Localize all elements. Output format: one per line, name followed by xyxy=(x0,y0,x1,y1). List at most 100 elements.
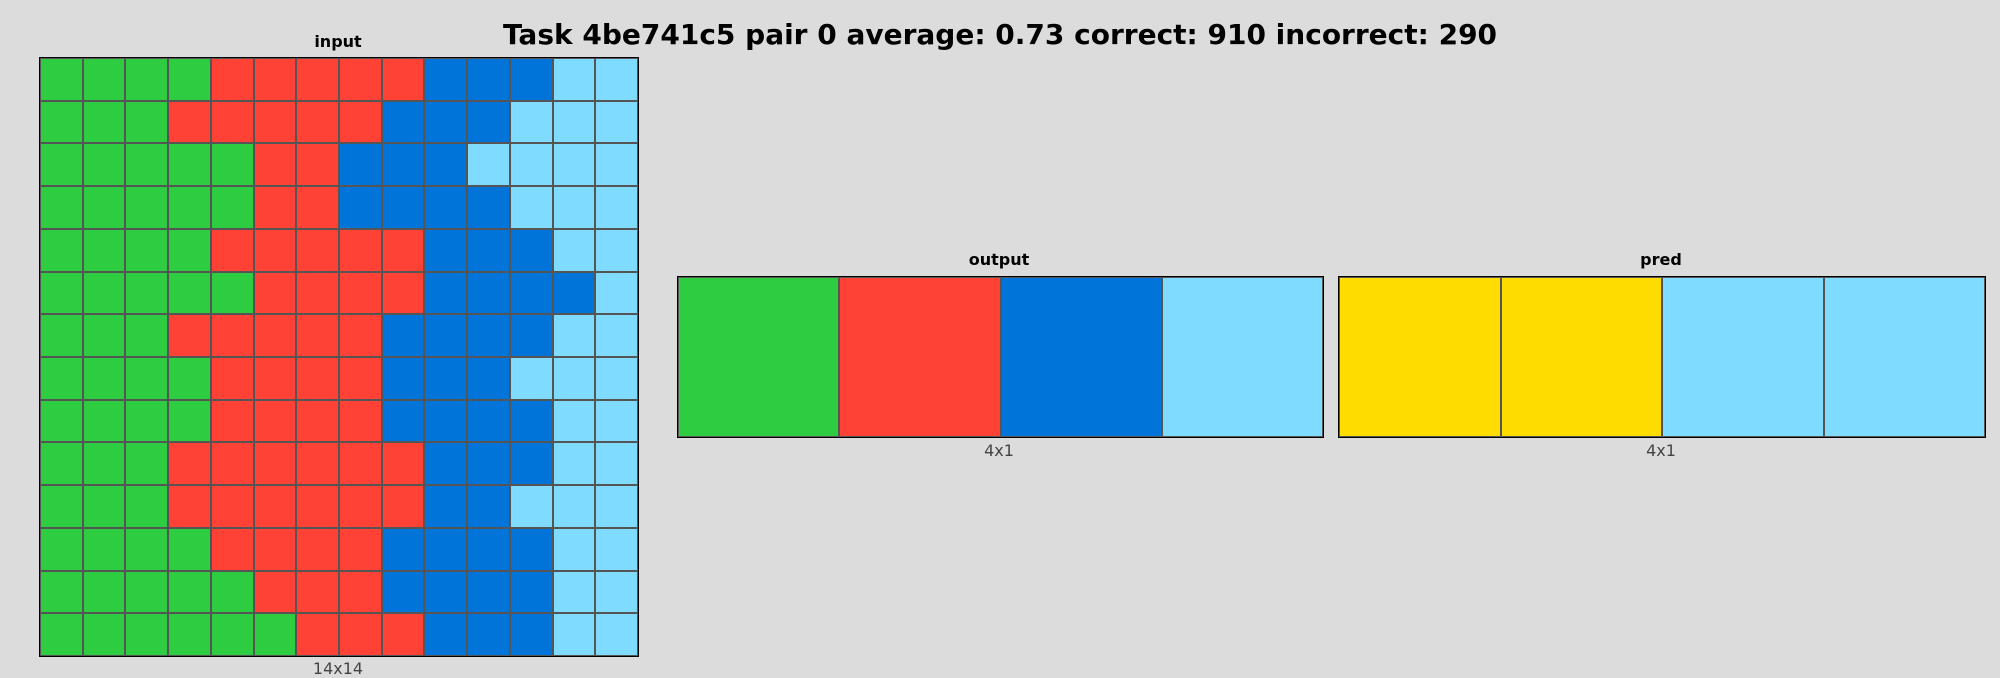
input-cell xyxy=(509,58,553,101)
input-cell xyxy=(253,143,297,187)
input-cell xyxy=(424,228,468,272)
input-cell xyxy=(125,570,169,614)
input-cell xyxy=(296,442,339,486)
input-cell xyxy=(467,58,510,101)
input-cell xyxy=(552,399,596,443)
input-cell xyxy=(339,399,382,443)
input-cell xyxy=(40,570,83,614)
input-cell xyxy=(339,58,382,101)
input-cell xyxy=(339,357,382,400)
input-cell xyxy=(82,613,126,656)
input-cell xyxy=(595,58,638,101)
input-label: input xyxy=(314,32,362,51)
input-cell xyxy=(509,186,553,229)
input-cell xyxy=(82,100,126,144)
pred-cell xyxy=(1823,277,1985,437)
input-cell xyxy=(210,186,254,229)
input-cell xyxy=(552,357,596,400)
input-cell xyxy=(509,613,553,656)
input-cell xyxy=(296,228,339,272)
input-cell xyxy=(552,314,596,357)
input-cell xyxy=(125,357,169,400)
input-cell xyxy=(296,613,339,656)
input-cell xyxy=(168,143,211,187)
input-cell xyxy=(424,143,468,187)
input-cell xyxy=(82,399,126,443)
input-cell xyxy=(424,100,468,144)
input-cell xyxy=(381,314,425,357)
input-cell xyxy=(467,228,510,272)
input-cell xyxy=(509,527,553,571)
input-cell xyxy=(296,527,339,571)
input-cell xyxy=(381,228,425,272)
input-cell xyxy=(595,442,638,486)
input-cell xyxy=(509,228,553,272)
input-cell xyxy=(509,314,553,357)
input-cell xyxy=(339,100,382,144)
input-cell xyxy=(467,527,510,571)
input-cell xyxy=(296,100,339,144)
input-cell xyxy=(82,58,126,101)
input-cell xyxy=(168,399,211,443)
input-cell xyxy=(210,399,254,443)
input-cell xyxy=(381,613,425,656)
input-cell xyxy=(40,314,83,357)
input-cell xyxy=(253,613,297,656)
output-cell xyxy=(1000,277,1162,437)
input-cell xyxy=(467,186,510,229)
input-cell xyxy=(125,186,169,229)
input-cell xyxy=(168,613,211,656)
input-cell xyxy=(339,527,382,571)
input-cell xyxy=(125,100,169,144)
input-cell xyxy=(210,442,254,486)
input-cell xyxy=(253,399,297,443)
input-cell xyxy=(82,442,126,486)
input-cell xyxy=(467,357,510,400)
input-cell xyxy=(253,485,297,528)
input-cell xyxy=(552,228,596,272)
input-cell xyxy=(168,100,211,144)
input-cell xyxy=(509,271,553,315)
input-cell xyxy=(381,271,425,315)
input-cell xyxy=(210,570,254,614)
input-cell xyxy=(82,485,126,528)
input-cell xyxy=(125,143,169,187)
input-cell xyxy=(125,399,169,443)
input-cell xyxy=(40,186,83,229)
input-cell xyxy=(595,527,638,571)
input-cell xyxy=(82,527,126,571)
input-cell xyxy=(253,100,297,144)
output-cell xyxy=(678,277,840,437)
input-cell xyxy=(595,613,638,656)
input-cell xyxy=(296,399,339,443)
input-cell xyxy=(168,442,211,486)
input-cell xyxy=(253,527,297,571)
input-cell xyxy=(339,442,382,486)
input-cell xyxy=(509,442,553,486)
input-cell xyxy=(296,357,339,400)
input-cell xyxy=(253,442,297,486)
input-cell xyxy=(253,314,297,357)
input-cell xyxy=(381,442,425,486)
input-cell xyxy=(339,186,382,229)
input-cell xyxy=(168,186,211,229)
input-cell xyxy=(552,58,596,101)
input-cell xyxy=(552,570,596,614)
pred-cell xyxy=(1662,277,1824,437)
input-cell xyxy=(552,527,596,571)
input-cell xyxy=(552,186,596,229)
input-cell xyxy=(125,485,169,528)
input-cell xyxy=(210,271,254,315)
input-cell xyxy=(40,357,83,400)
input-cell xyxy=(253,357,297,400)
input-cell xyxy=(168,357,211,400)
input-cell xyxy=(253,271,297,315)
input-cell xyxy=(210,485,254,528)
input-cell xyxy=(424,357,468,400)
output-label: output xyxy=(968,250,1030,269)
input-cell xyxy=(424,442,468,486)
input-cell xyxy=(296,271,339,315)
input-cell xyxy=(595,570,638,614)
input-cell xyxy=(381,143,425,187)
input-cell xyxy=(82,271,126,315)
